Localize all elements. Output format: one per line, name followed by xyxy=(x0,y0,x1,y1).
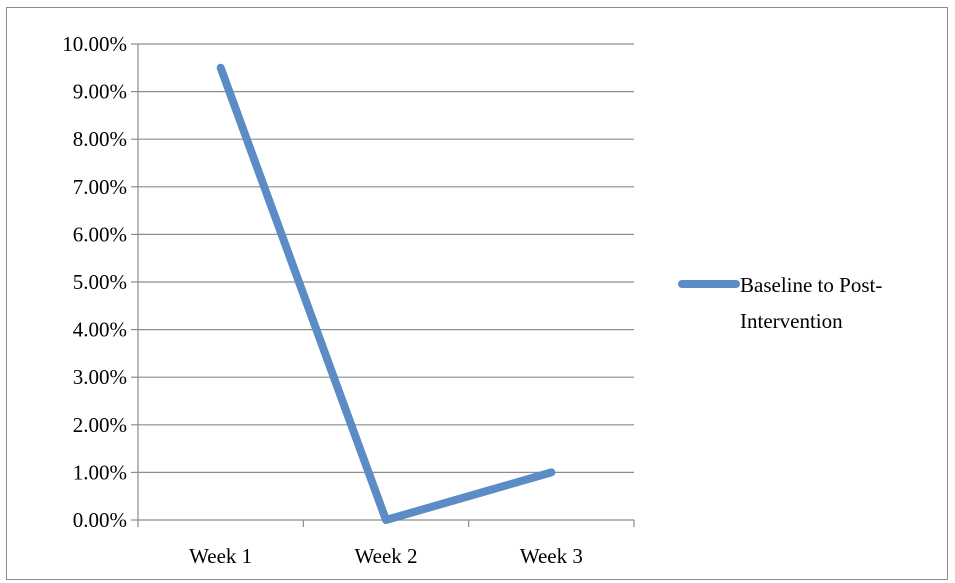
x-tick-label: Week 3 xyxy=(520,544,583,568)
y-tick-label: 8.00% xyxy=(73,127,127,151)
legend-label: Intervention xyxy=(740,309,843,333)
y-tick-label: 4.00% xyxy=(73,318,127,342)
legend-label: Baseline to Post- xyxy=(740,273,882,297)
chart-frame xyxy=(6,7,948,580)
series-line xyxy=(216,63,556,524)
x-tick-labels: Week 1 Week 2 Week 3 xyxy=(189,544,583,568)
y-tick-label: 1.00% xyxy=(73,460,127,484)
y-tick-label: 5.00% xyxy=(73,270,127,294)
y-tick-label: 3.00% xyxy=(73,365,127,389)
gridlines xyxy=(138,43,634,473)
y-tick-label: 10.00% xyxy=(62,32,127,56)
y-tick-labels: 0.00% 1.00% 2.00% 3.00% 4.00% 5.00% 6.00% 7.00%… xyxy=(62,32,127,532)
axes xyxy=(131,43,635,527)
y-tick-label: 2.00% xyxy=(73,413,127,437)
series-lines xyxy=(216,63,556,524)
legend: Baseline to Post- Intervention xyxy=(678,273,882,333)
y-tick-label: 0.00% xyxy=(73,508,127,532)
x-tick-label: Week 1 xyxy=(189,544,252,568)
y-tick-label: 6.00% xyxy=(73,222,127,246)
y-tick-label: 9.00% xyxy=(73,80,127,104)
y-tick-label: 7.00% xyxy=(73,175,127,199)
x-tick-label: Week 2 xyxy=(354,544,417,568)
